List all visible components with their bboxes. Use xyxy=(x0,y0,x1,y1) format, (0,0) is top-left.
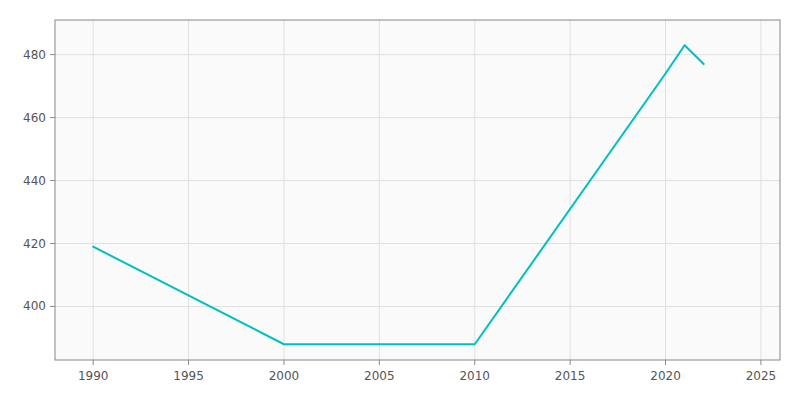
x-tick xyxy=(665,360,666,365)
y-tick-label: 400 xyxy=(23,299,46,313)
y-grid-line xyxy=(55,180,780,181)
x-tick xyxy=(570,360,571,365)
x-tick xyxy=(188,360,189,365)
x-tick xyxy=(474,360,475,365)
line xyxy=(93,45,704,344)
plot-area xyxy=(55,20,780,360)
y-tick xyxy=(50,180,55,181)
grid xyxy=(55,20,780,360)
y-grid-line xyxy=(55,243,780,244)
x-grid-line xyxy=(283,20,284,360)
x-tick-label: 2000 xyxy=(269,369,300,383)
y-tick xyxy=(50,54,55,55)
axes: 1990 1995 2000 2005 2010 2015 2020 2025 400 420 44… xyxy=(23,48,776,383)
x-tick-label: 2010 xyxy=(459,369,490,383)
y-grid-line xyxy=(55,54,780,55)
y-grid-line xyxy=(55,117,780,118)
y-tick xyxy=(50,306,55,307)
x-tick-label: 2005 xyxy=(364,369,395,383)
x-tick xyxy=(760,360,761,365)
x-tick xyxy=(93,360,94,365)
x-grid-line xyxy=(379,20,380,360)
x-grid-line xyxy=(93,20,94,360)
x-tick xyxy=(379,360,380,365)
x-grid-line xyxy=(665,20,666,360)
y-tick-label: 420 xyxy=(23,237,46,251)
x-tick xyxy=(283,360,284,365)
y-tick-label: 480 xyxy=(23,48,46,62)
x-grid-line xyxy=(474,20,475,360)
y-grid-line xyxy=(55,306,780,307)
chart: 1990 1995 2000 2005 2010 2015 2020 2025 400 420 44… xyxy=(0,0,800,400)
x-tick-label: 2020 xyxy=(650,369,681,383)
x-grid-line xyxy=(760,20,761,360)
y-tick-label: 440 xyxy=(23,174,46,188)
y-tick xyxy=(50,117,55,118)
y-tick xyxy=(50,243,55,244)
x-tick-label: 2025 xyxy=(746,369,777,383)
series xyxy=(93,45,704,344)
plot-frame xyxy=(55,20,780,360)
x-tick-label: 2015 xyxy=(555,369,586,383)
x-tick-label: 1995 xyxy=(173,369,204,383)
x-grid-line xyxy=(188,20,189,360)
x-tick-label: 1990 xyxy=(78,369,109,383)
x-grid-line xyxy=(570,20,571,360)
y-tick-label: 460 xyxy=(23,111,46,125)
